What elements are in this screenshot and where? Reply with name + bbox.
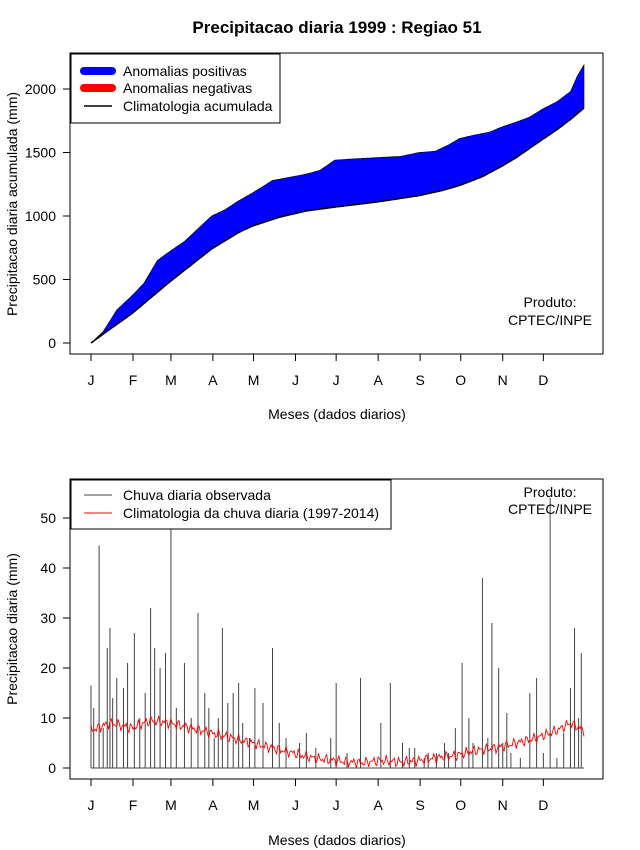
y-tick-label-2-1: 10 [40,710,56,726]
y-tick-label-2-4: 40 [40,560,56,576]
x-tick-label-2-4: M [248,797,260,813]
legend-2: Chuva diaria observada Climatologia da c… [70,479,392,530]
y-tick-label-1-0: 0 [48,335,56,351]
climatology-daily-line [90,715,585,769]
y-tick-label-2-3: 30 [40,610,56,626]
y-tick-label-1-4: 2000 [25,81,56,97]
legend-label-climatology: Climatologia acumulada [123,98,273,114]
x-tick-label-1-6: J [333,372,340,388]
credit-line1-1: Produto: [524,294,577,310]
legend-box-2 [70,479,392,530]
x-tick-label-1-11: D [538,372,548,388]
x-tick-label-2-2: M [165,797,177,813]
x-tick-label-2-9: O [455,797,466,813]
x-tick-label-2-6: J [333,797,340,813]
legend-1: Anomalias positivas Anomalias negativas … [70,53,281,124]
x-tick-label-1-4: M [248,372,260,388]
climatology-cumulative-line [90,107,585,344]
credit-line2-2: CPTEC/INPE [508,501,592,517]
y-tick-label-2-5: 50 [40,510,56,526]
x-tick-label-1-1: F [129,372,138,388]
y-axis-label-1: Precipitacao diaria acumulada (mm) [4,92,20,316]
panel-daily: 0 10 20 30 40 50 J F M A M J J A S O N D Meses (dados di… [4,478,604,848]
credit-line1-2: Produto: [524,484,577,500]
chart-title: Precipitacao diaria 1999 : Regiao 51 [192,18,481,37]
y-tick-label-2-0: 0 [48,760,56,776]
x-tick-label-2-11: D [538,797,548,813]
y-tick-label-1-2: 1000 [25,208,56,224]
x-tick-label-1-2: M [165,372,177,388]
x-tick-label-1-7: A [373,372,383,388]
x-tick-label-1-8: S [415,372,424,388]
x-tick-label-2-3: A [208,797,218,813]
y-axis-label-2: Precipitacao diaria (mm) [4,553,20,705]
x-axis-label-1: Meses (dados diarios) [268,406,406,422]
y-tick-label-2-2: 20 [40,660,56,676]
x-axis-label-2: Meses (dados diarios) [268,832,406,848]
x-tick-label-2-8: S [415,797,424,813]
y-tick-label-1-1: 500 [33,272,57,288]
legend-label-positive: Anomalias positivas [123,63,247,79]
y-tick-label-1-3: 1500 [25,145,56,161]
panel-cumulative: 0 500 1000 1500 2000 J F M A M J J A S O N D Meses (dad… [4,52,604,422]
credit-line2-1: CPTEC/INPE [508,312,592,328]
x-tick-label-2-1: F [129,797,138,813]
legend-label-clim-daily: Climatologia da chuva diaria (1997-2014) [123,505,379,521]
x-tick-label-1-10: N [498,372,508,388]
x-tick-label-1-0: J [88,372,95,388]
x-tick-label-2-0: J [88,797,95,813]
x-tick-label-2-5: J [292,797,299,813]
x-tick-label-1-3: A [208,372,218,388]
legend-label-observed: Chuva diaria observada [123,487,271,503]
x-tick-label-2-7: A [373,797,383,813]
x-tick-label-2-10: N [498,797,508,813]
legend-label-negative: Anomalias negativas [123,80,252,96]
x-tick-label-1-9: O [455,372,466,388]
x-tick-label-1-5: J [292,372,299,388]
